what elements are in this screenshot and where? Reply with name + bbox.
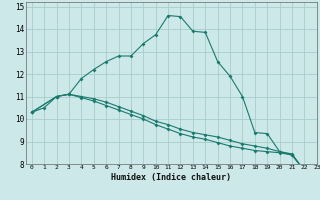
X-axis label: Humidex (Indice chaleur): Humidex (Indice chaleur) (111, 173, 231, 182)
